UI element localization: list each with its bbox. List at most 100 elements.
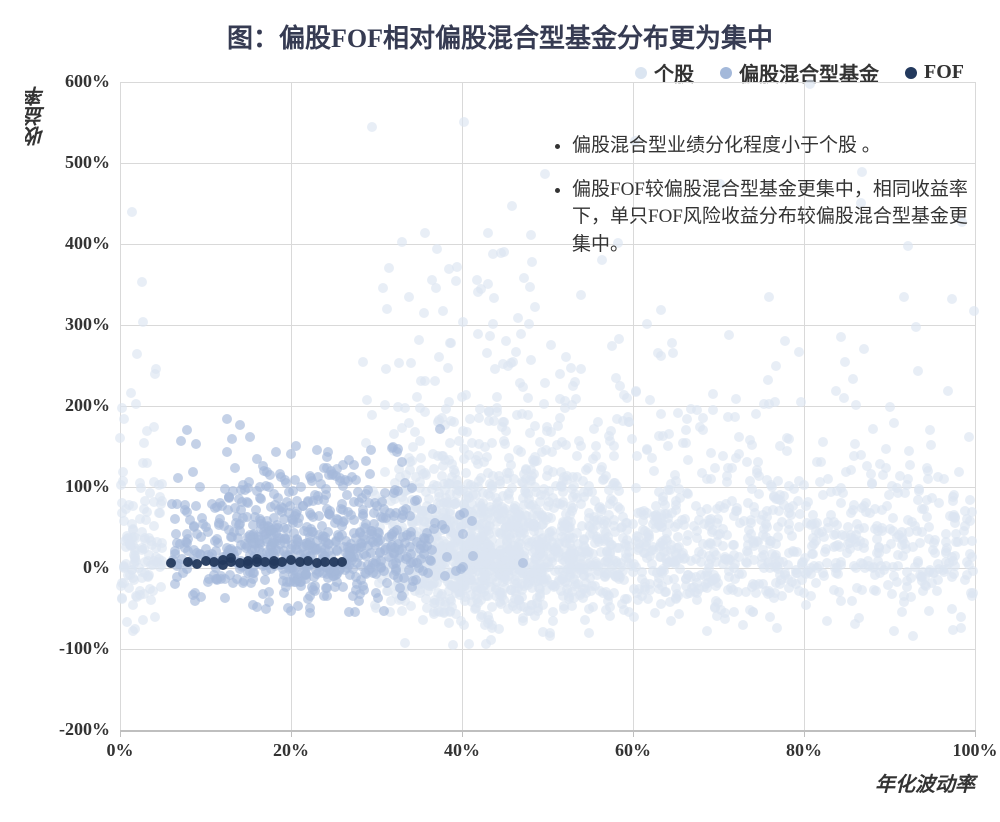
stock-dot xyxy=(523,393,533,403)
mixed-fund-dot xyxy=(323,573,333,583)
stock-dot xyxy=(794,522,804,532)
stock-dot xyxy=(518,613,528,623)
mixed-fund-dot xyxy=(334,566,344,576)
mixed-fund-dot xyxy=(271,447,281,457)
stock-dot xyxy=(584,508,594,518)
stock-dot xyxy=(868,424,878,434)
mixed-fund-dot xyxy=(298,501,308,511)
stock-dot xyxy=(422,603,432,613)
stock-dot xyxy=(497,507,507,517)
stock-dot xyxy=(470,604,480,614)
stock-dot xyxy=(700,571,710,581)
stock-dot xyxy=(477,572,487,582)
stock-dot xyxy=(681,438,691,448)
stock-dot xyxy=(758,530,768,540)
stock-dot xyxy=(674,484,684,494)
stock-dot xyxy=(155,508,165,518)
x-tick-label: 100% xyxy=(950,740,1000,761)
stock-dot xyxy=(430,376,440,386)
stock-dot xyxy=(505,552,515,562)
mixed-fund-dot xyxy=(260,575,270,585)
stock-dot xyxy=(548,616,558,626)
stock-dot xyxy=(927,493,937,503)
stock-dot xyxy=(702,474,712,484)
stock-dot xyxy=(551,481,561,491)
stock-dot xyxy=(874,548,884,558)
stock-dot xyxy=(643,528,653,538)
stock-dot xyxy=(775,579,785,589)
mixed-fund-dot xyxy=(210,503,220,513)
mixed-fund-dot xyxy=(382,578,392,588)
annotation-item: 偏股FOF较偏股混合型基金更集中，相同收益率下，单只FOF风险收益分布较偏股混合… xyxy=(572,176,982,259)
mixed-fund-dot xyxy=(191,501,201,511)
mixed-fund-dot xyxy=(389,488,399,498)
stock-dot xyxy=(565,533,575,543)
stock-dot xyxy=(965,549,975,559)
stock-dot xyxy=(149,422,159,432)
mixed-fund-dot xyxy=(303,594,313,604)
stock-dot xyxy=(389,429,399,439)
stock-dot xyxy=(712,611,722,621)
mixed-fund-dot xyxy=(369,508,379,518)
stock-dot xyxy=(400,638,410,648)
stock-dot xyxy=(818,437,828,447)
stock-dot xyxy=(516,329,526,339)
stock-dot xyxy=(614,334,624,344)
stock-dot xyxy=(560,403,570,413)
mixed-fund-dot xyxy=(385,508,395,518)
stock-dot xyxy=(427,275,437,285)
stock-dot xyxy=(836,498,846,508)
stock-dot xyxy=(419,308,429,318)
mixed-fund-dot xyxy=(284,508,294,518)
stock-dot xyxy=(784,434,794,444)
scatter-chart: 图：偏股FOF相对偏股混合型基金分布更为集中 收益率 个股偏股混合型基金FOF … xyxy=(0,0,1000,822)
stock-dot xyxy=(622,393,632,403)
mixed-fund-dot xyxy=(220,593,230,603)
stock-dot xyxy=(780,568,790,578)
stock-dot xyxy=(925,425,935,435)
stock-dot xyxy=(155,492,165,502)
y-tick-label: -200% xyxy=(59,719,110,740)
stock-dot xyxy=(839,393,849,403)
stock-dot xyxy=(532,456,542,466)
mixed-fund-dot xyxy=(224,525,234,535)
stock-dot xyxy=(861,507,871,517)
stock-dot xyxy=(128,600,138,610)
stock-dot xyxy=(947,604,957,614)
stock-dot xyxy=(914,486,924,496)
mixed-fund-dot xyxy=(305,608,315,618)
stock-dot xyxy=(527,257,537,267)
stock-dot xyxy=(576,364,586,374)
stock-dot xyxy=(565,510,575,520)
stock-dot xyxy=(548,607,558,617)
mixed-fund-dot xyxy=(264,587,274,597)
stock-dot xyxy=(836,483,846,493)
stock-dot xyxy=(448,640,458,650)
stock-dot xyxy=(780,336,790,346)
stock-dot xyxy=(950,551,960,561)
stock-dot xyxy=(576,441,586,451)
stock-dot xyxy=(889,571,899,581)
stock-dot xyxy=(639,548,649,558)
stock-dot xyxy=(851,563,861,573)
mixed-fund-dot xyxy=(251,505,261,515)
stock-dot xyxy=(488,471,498,481)
mixed-fund-dot xyxy=(242,497,252,507)
stock-dot xyxy=(808,549,818,559)
stock-dot xyxy=(698,413,708,423)
stock-dot xyxy=(627,434,637,444)
mixed-fund-dot xyxy=(308,585,318,595)
stock-dot xyxy=(569,481,579,491)
stock-dot xyxy=(917,504,927,514)
stock-dot xyxy=(836,332,846,342)
stock-dot xyxy=(553,538,563,548)
stock-dot xyxy=(870,524,880,534)
stock-dot xyxy=(905,460,915,470)
x-axis-title: 年化波动率 xyxy=(835,768,975,797)
stock-dot xyxy=(645,395,655,405)
stock-dot xyxy=(576,290,586,300)
mixed-fund-dot xyxy=(440,524,450,534)
mixed-fund-dot xyxy=(293,518,303,528)
stock-dot xyxy=(524,319,534,329)
stock-dot xyxy=(729,540,739,550)
